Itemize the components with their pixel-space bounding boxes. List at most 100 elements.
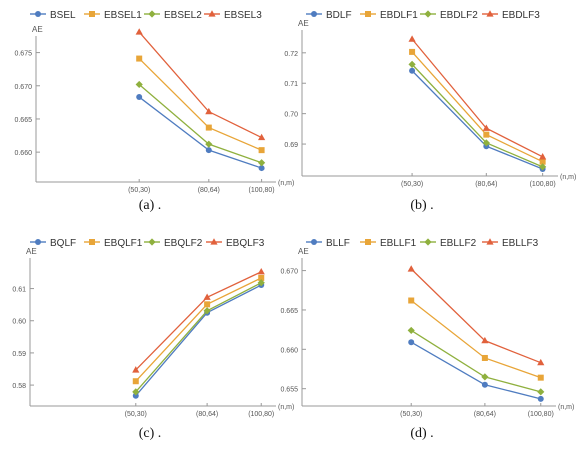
legend-item-ebsel2: EBSEL2 xyxy=(144,10,202,21)
data-point xyxy=(205,124,212,131)
diamond-marker-icon xyxy=(148,10,156,18)
legend: BQLF EBQLF1 EBQLF2 EBQLF3 xyxy=(30,238,265,249)
data-point xyxy=(132,388,140,396)
legend-item-ebllf1: EBLLF1 xyxy=(360,238,417,249)
legend-label: EBSEL2 xyxy=(164,10,202,21)
chart-panel-3: BQLF EBQLF1 EBQLF2 EBQLF3 AE (n,m) 0.58 0.59 0.6… xyxy=(12,238,294,441)
series-bsel xyxy=(136,94,265,172)
legend-item-ebsel3: EBSEL3 xyxy=(204,10,262,21)
x-tick-label: (50,30) xyxy=(400,411,422,418)
series-line xyxy=(138,83,262,164)
x-tick-label: (100,80) xyxy=(530,181,556,188)
series-ebqlf2 xyxy=(132,279,265,396)
data-point xyxy=(204,301,211,308)
legend-label: EBSEL1 xyxy=(104,10,142,21)
data-point xyxy=(258,159,266,167)
data-point xyxy=(203,307,211,315)
data-point xyxy=(408,35,416,42)
legend-item-ebqlf2: EBQLF2 xyxy=(144,238,203,249)
data-point xyxy=(258,133,266,141)
legend-item-ebdlf2: EBDLF2 xyxy=(420,10,478,21)
panel-caption: (a) . xyxy=(139,198,162,213)
data-point xyxy=(481,373,489,381)
axes: AE (n,m) 0.660 0.665 0.670 0.675 (50,30) (80,64… xyxy=(14,25,294,194)
data-point xyxy=(257,279,265,287)
series-ebdlf1 xyxy=(409,48,546,165)
triangle-marker-icon xyxy=(208,10,216,17)
y-tick-label: 0.675 xyxy=(14,51,32,58)
legend-label: BQLF xyxy=(50,238,76,249)
data-point xyxy=(408,60,416,68)
series-line xyxy=(410,299,541,379)
series-bqlf xyxy=(132,282,265,399)
axes: AE (n,m) 0.655 0.660 0.665 0.670 (50,30) (80,64… xyxy=(280,247,574,418)
series-ebllf1 xyxy=(408,297,544,381)
x-tick-label: (100,80) xyxy=(248,411,274,418)
data-point xyxy=(537,358,545,366)
data-point xyxy=(258,274,265,281)
y-axis-label: AE xyxy=(26,247,37,256)
series-ebllf2 xyxy=(407,326,545,396)
chart-panel-1: BSEL EBSEL1 EBSEL2 EBSEL3 AE (n,m) 0.660 0.665 0… xyxy=(14,10,294,213)
circle-marker-icon xyxy=(35,11,41,17)
legend-label: EBLLF3 xyxy=(502,238,539,249)
series-line xyxy=(411,63,543,168)
legend-label: EBLLF1 xyxy=(380,238,417,249)
x-tick-label: (50,30) xyxy=(401,181,423,188)
y-tick-label: 0.655 xyxy=(280,387,298,394)
legend-label: BDLF xyxy=(326,10,352,21)
y-tick-label: 0.670 xyxy=(280,269,298,276)
y-tick-label: 0.72 xyxy=(284,51,298,58)
legend-item-ebqlf1: EBQLF1 xyxy=(84,238,143,249)
series-ebqlf3 xyxy=(132,268,265,373)
legend-item-bdlf: BDLF xyxy=(306,10,352,21)
circle-marker-icon xyxy=(35,239,41,245)
data-point xyxy=(135,80,143,89)
data-point xyxy=(135,28,143,35)
legend-item-ebdlf3: EBDLF3 xyxy=(482,10,540,21)
legend-label: EBQLF1 xyxy=(104,238,143,249)
legend-item-bqlf: BQLF xyxy=(30,238,76,249)
data-point xyxy=(205,140,213,148)
y-tick-label: 0.58 xyxy=(12,383,26,390)
data-point xyxy=(481,381,488,388)
x-tick-label: (100,80) xyxy=(249,187,275,194)
series-line xyxy=(410,329,541,393)
chart-panel-4: BLLF EBLLF1 EBLLF2 EBLLF3 AE (n,m) 0.655 0.660 0… xyxy=(280,238,574,441)
data-point xyxy=(205,107,213,115)
chart-panel-2: BDLF EBDLF1 EBDLF2 EBDLF3 AE (n,m) 0.69 0.70 0.7… xyxy=(284,10,576,213)
series-ebllf3 xyxy=(407,265,545,366)
data-point xyxy=(537,388,545,396)
data-point xyxy=(408,339,415,346)
legend-item-ebllf3: EBLLF3 xyxy=(482,238,539,249)
data-point xyxy=(407,326,415,335)
triangle-marker-icon xyxy=(210,238,218,245)
data-point xyxy=(537,395,544,402)
data-point xyxy=(136,94,143,101)
x-axis-label: (n,m) xyxy=(278,404,294,411)
data-point xyxy=(539,158,546,165)
data-point xyxy=(482,124,490,131)
square-marker-icon xyxy=(365,239,371,245)
axes: AE (n,m) 0.58 0.59 0.60 0.61 (50,30) (80,64) (10… xyxy=(12,247,294,418)
series-line xyxy=(411,38,543,158)
legend: BSEL EBSEL1 EBSEL2 EBSEL3 xyxy=(30,10,262,21)
x-tick-label: (80,64) xyxy=(474,411,496,418)
data-point xyxy=(409,67,416,74)
x-tick-label: (100,80) xyxy=(528,411,554,418)
x-tick-label: (50,30) xyxy=(128,187,150,194)
circle-marker-icon xyxy=(311,239,317,245)
series-line xyxy=(135,277,262,382)
x-axis-label: (n,m) xyxy=(278,180,294,187)
series-ebsel3 xyxy=(135,28,266,141)
legend-label: BLLF xyxy=(326,238,350,249)
data-point xyxy=(258,165,265,172)
x-tick-label: (80,64) xyxy=(196,411,218,418)
y-tick-label: 0.60 xyxy=(12,319,26,326)
triangle-marker-icon xyxy=(486,10,494,17)
data-point xyxy=(409,48,416,55)
series-ebdlf3 xyxy=(408,35,547,160)
series-ebsel1 xyxy=(136,55,265,154)
series-line xyxy=(138,31,262,139)
y-tick-label: 0.665 xyxy=(280,308,298,315)
